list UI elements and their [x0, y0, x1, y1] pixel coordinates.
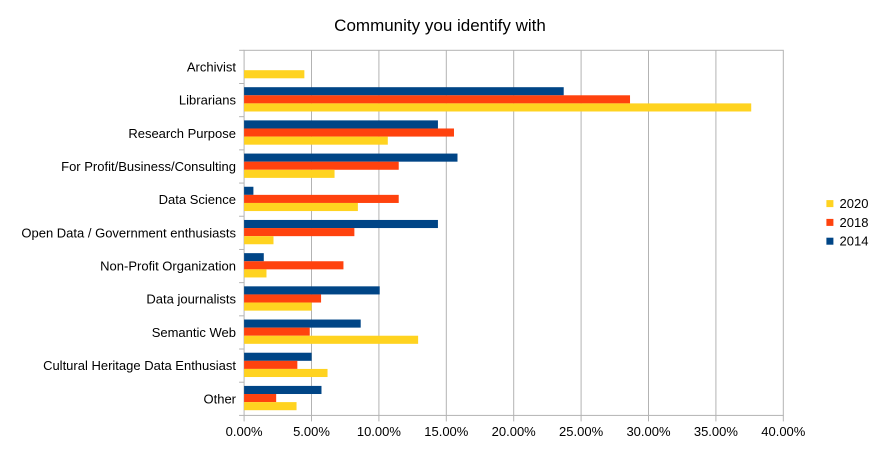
svg-text:Non-Profit Organization: Non-Profit Organization	[100, 259, 236, 274]
svg-text:15.00%: 15.00%	[424, 424, 469, 439]
svg-text:20.00%: 20.00%	[492, 424, 537, 439]
svg-text:Open Data / Government enthusi: Open Data / Government enthusiasts	[21, 225, 236, 240]
svg-text:40.00%: 40.00%	[761, 424, 806, 439]
svg-text:Semantic Web: Semantic Web	[152, 325, 236, 340]
svg-text:2014: 2014	[840, 234, 869, 249]
svg-text:Data Science: Data Science	[159, 192, 236, 207]
svg-text:2018: 2018	[840, 215, 869, 230]
svg-text:35.00%: 35.00%	[694, 424, 739, 439]
svg-text:Archivist: Archivist	[187, 59, 237, 74]
svg-text:Research Purpose: Research Purpose	[128, 126, 236, 141]
svg-text:30.00%: 30.00%	[626, 424, 671, 439]
svg-text:2020: 2020	[840, 196, 869, 211]
svg-text:Other: Other	[203, 391, 236, 406]
svg-text:Cultural Heritage Data Enthusi: Cultural Heritage Data Enthusiast	[43, 358, 236, 373]
svg-text:Data journalists: Data journalists	[146, 292, 236, 307]
svg-text:Community you identify with: Community you identify with	[334, 16, 546, 35]
svg-text:10.00%: 10.00%	[357, 424, 402, 439]
svg-text:5.00%: 5.00%	[293, 424, 330, 439]
svg-text:Librarians: Librarians	[179, 93, 237, 108]
svg-text:25.00%: 25.00%	[559, 424, 604, 439]
svg-text:0.00%: 0.00%	[226, 424, 263, 439]
svg-text:For Profit/Business/Consulting: For Profit/Business/Consulting	[61, 159, 236, 174]
